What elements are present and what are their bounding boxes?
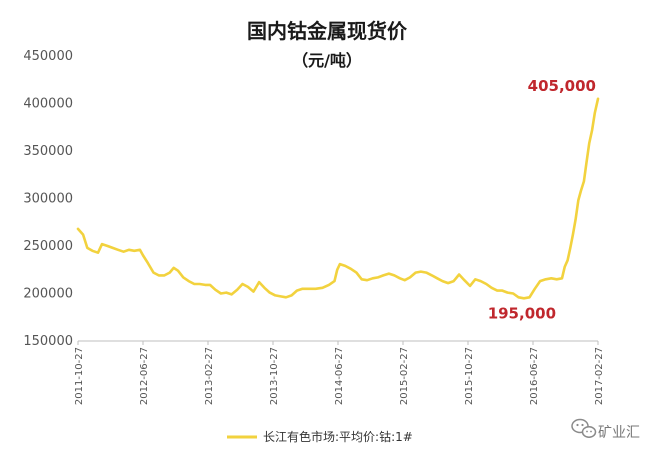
y-tick-label: 250000 bbox=[23, 239, 73, 254]
data-label: 195,000 bbox=[488, 304, 556, 322]
watermark-text: 矿业汇 bbox=[598, 425, 640, 441]
chart-title: 国内钴金属现货价 bbox=[247, 19, 408, 43]
y-tick-label: 400000 bbox=[23, 97, 73, 112]
x-tick-label: 2016-06-27 bbox=[529, 347, 540, 405]
data-label: 405,000 bbox=[528, 77, 596, 95]
x-tick-label: 2011-10-27 bbox=[74, 347, 85, 405]
y-tick-label: 150000 bbox=[23, 334, 73, 349]
watermark: 矿业汇 bbox=[571, 418, 640, 441]
y-axis: 150000 200000 250000 300000 350000 400000 4500… bbox=[23, 49, 73, 349]
x-tick-label: 2014-06-27 bbox=[334, 347, 345, 405]
y-tick-label: 300000 bbox=[23, 192, 73, 207]
chart-subtitle: （元/吨） bbox=[292, 51, 362, 70]
x-tick-label: 2012-06-27 bbox=[139, 347, 150, 405]
legend: 长江有色市场:平均价:钴:1# bbox=[227, 429, 413, 444]
x-tick-label: 2017-02-27 bbox=[594, 347, 605, 405]
y-tick-label: 450000 bbox=[23, 49, 73, 64]
y-tick-label: 200000 bbox=[23, 287, 73, 302]
x-axis: 2011-10-27 2012-06-27 2013-02-27 2013-10-27… bbox=[74, 340, 605, 405]
x-tick-label: 2015-02-27 bbox=[399, 347, 410, 405]
series-line bbox=[76, 97, 600, 300]
wechat-icon bbox=[571, 418, 597, 438]
plot-area bbox=[76, 97, 600, 300]
x-tick-label: 2015-10-27 bbox=[464, 347, 475, 405]
legend-label: 长江有色市场:平均价:钴:1# bbox=[263, 429, 413, 444]
y-tick-label: 350000 bbox=[23, 144, 73, 159]
x-tick-label: 2013-02-27 bbox=[204, 347, 215, 405]
x-tick-label: 2013-10-27 bbox=[269, 347, 280, 405]
annotations: 405,000 195,000 bbox=[488, 77, 596, 323]
